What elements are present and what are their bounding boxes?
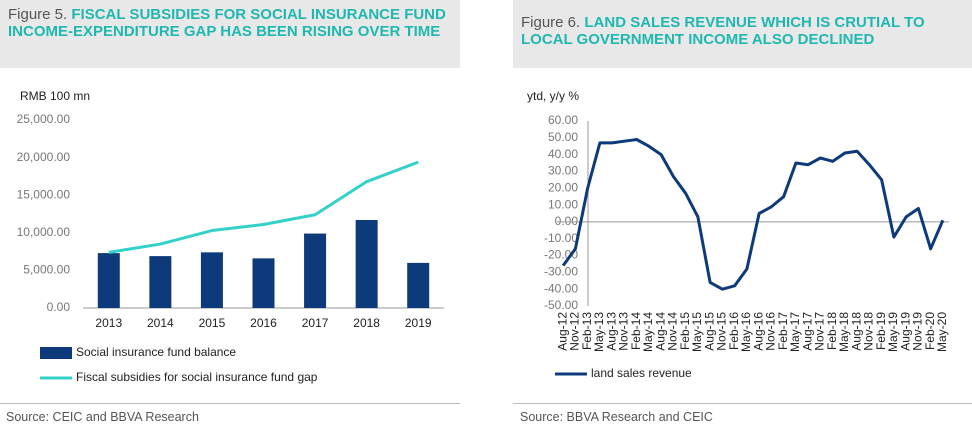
y-tick-label: -40.00 <box>544 281 578 295</box>
x-tick-label: Nov-18 <box>862 312 876 351</box>
figure-label: Figure 6. <box>521 14 581 31</box>
x-tick-label: Feb-19 <box>874 312 888 350</box>
bar <box>149 256 172 308</box>
legend-label: Social insurance fund balance <box>76 345 236 359</box>
y-tick-label: 40.00 <box>548 147 578 161</box>
y-tick-label: -10.00 <box>544 231 578 245</box>
x-tick-label: 2016 <box>250 316 277 330</box>
x-tick-label: Feb-20 <box>923 312 937 350</box>
y-tick-label: 25,000.00 <box>17 112 71 126</box>
legend-label: land sales revenue <box>591 366 692 380</box>
bar <box>252 258 275 308</box>
x-tick-label: Feb-13 <box>580 312 594 350</box>
x-tick-label: 2014 <box>147 316 174 330</box>
x-tick-label: Nov-12 <box>568 312 582 351</box>
legend-swatch <box>40 347 72 359</box>
x-tick-label: May-13 <box>592 312 606 352</box>
y-tick-label: 20,000.00 <box>17 150 71 164</box>
legend-label: Fiscal subsidies for social insurance fu… <box>76 370 318 384</box>
header: Figure 6. LAND SALES REVENUE WHICH IS CR… <box>513 0 972 68</box>
y-tick-label: 50.00 <box>548 130 578 144</box>
divider <box>513 403 972 404</box>
y-tick-label: 15,000.00 <box>17 187 71 201</box>
x-tick-label: May-14 <box>641 312 655 352</box>
x-tick-label: 2015 <box>199 316 226 330</box>
x-tick-label: Nov-13 <box>617 312 631 351</box>
x-tick-label: May-19 <box>886 312 900 352</box>
y-tick-label: -30.00 <box>544 265 578 279</box>
x-tick-label: Feb-16 <box>727 312 741 350</box>
y-tick-label: 0.00 <box>47 300 71 314</box>
divider <box>0 403 460 404</box>
x-tick-label: 2019 <box>405 316 432 330</box>
y-tick-label: 60.00 <box>548 113 578 127</box>
source: Source: CEIC and BBVA Research <box>6 410 199 424</box>
x-tick-label: May-15 <box>690 312 704 352</box>
line <box>108 160 419 254</box>
x-tick-label: Aug-18 <box>849 312 863 351</box>
x-tick-label: 2013 <box>95 316 122 330</box>
x-tick-label: Aug-17 <box>800 312 814 351</box>
x-tick-label: May-17 <box>788 312 802 352</box>
x-tick-label: Nov-15 <box>715 312 729 351</box>
x-tick-label: Aug-15 <box>702 312 716 351</box>
y-tick-label: 0.00 <box>555 214 579 228</box>
bar <box>304 233 327 308</box>
x-tick-label: Nov-16 <box>764 312 778 351</box>
x-tick-label: Nov-17 <box>813 312 827 351</box>
x-tick-label: Aug-13 <box>604 312 618 351</box>
x-tick-label: 2018 <box>353 316 380 330</box>
charts: RMB 100 mn 0.00 5,000.00 10,000.00 15,000.00… <box>17 89 949 384</box>
y-axis-label: ytd, y/y % <box>527 89 579 103</box>
x-tick-label: 2017 <box>302 316 329 330</box>
x-tick-label: May-18 <box>837 312 851 352</box>
y-tick-label: -50.00 <box>544 298 578 312</box>
y-tick-label: 10.00 <box>548 197 578 211</box>
x-tick-label: Aug-19 <box>898 312 912 351</box>
x-tick-label: Aug-16 <box>751 312 765 351</box>
y-tick-label: 20.00 <box>548 180 578 194</box>
bar <box>407 262 430 308</box>
bar <box>355 220 378 308</box>
bar <box>200 252 223 308</box>
x-tick-label: May-20 <box>935 312 949 352</box>
y-tick-label: 10,000.00 <box>17 225 71 239</box>
y-tick-label: 5,000.00 <box>23 263 70 277</box>
figure-label: Figure 5. <box>8 6 68 23</box>
chart-title: FISCAL SUBSIDIES FOR SOCIAL INSURANCE FU… <box>8 6 446 40</box>
x-tick-label: Feb-14 <box>629 312 643 350</box>
x-tick-label: Nov-19 <box>911 312 925 351</box>
source: Source: BBVA Research and CEIC <box>520 410 713 424</box>
x-tick-label: Feb-17 <box>776 312 790 350</box>
y-tick-label: 30.00 <box>548 164 578 178</box>
bar <box>97 253 120 308</box>
line <box>561 138 945 291</box>
x-tick-label: Nov-14 <box>666 312 680 351</box>
x-tick-label: Aug-14 <box>653 312 667 351</box>
x-tick-label: Aug-12 <box>555 312 569 351</box>
chart-title: LAND SALES REVENUE WHICH IS CRUTIAL TO L… <box>521 14 925 48</box>
x-tick-label: May-16 <box>739 312 753 352</box>
header: Figure 5. FISCAL SUBSIDIES FOR SOCIAL IN… <box>0 0 460 68</box>
x-tick-label: Feb-18 <box>825 312 839 350</box>
x-tick-label: Feb-15 <box>678 312 692 350</box>
y-axis-label: RMB 100 mn <box>20 89 90 103</box>
